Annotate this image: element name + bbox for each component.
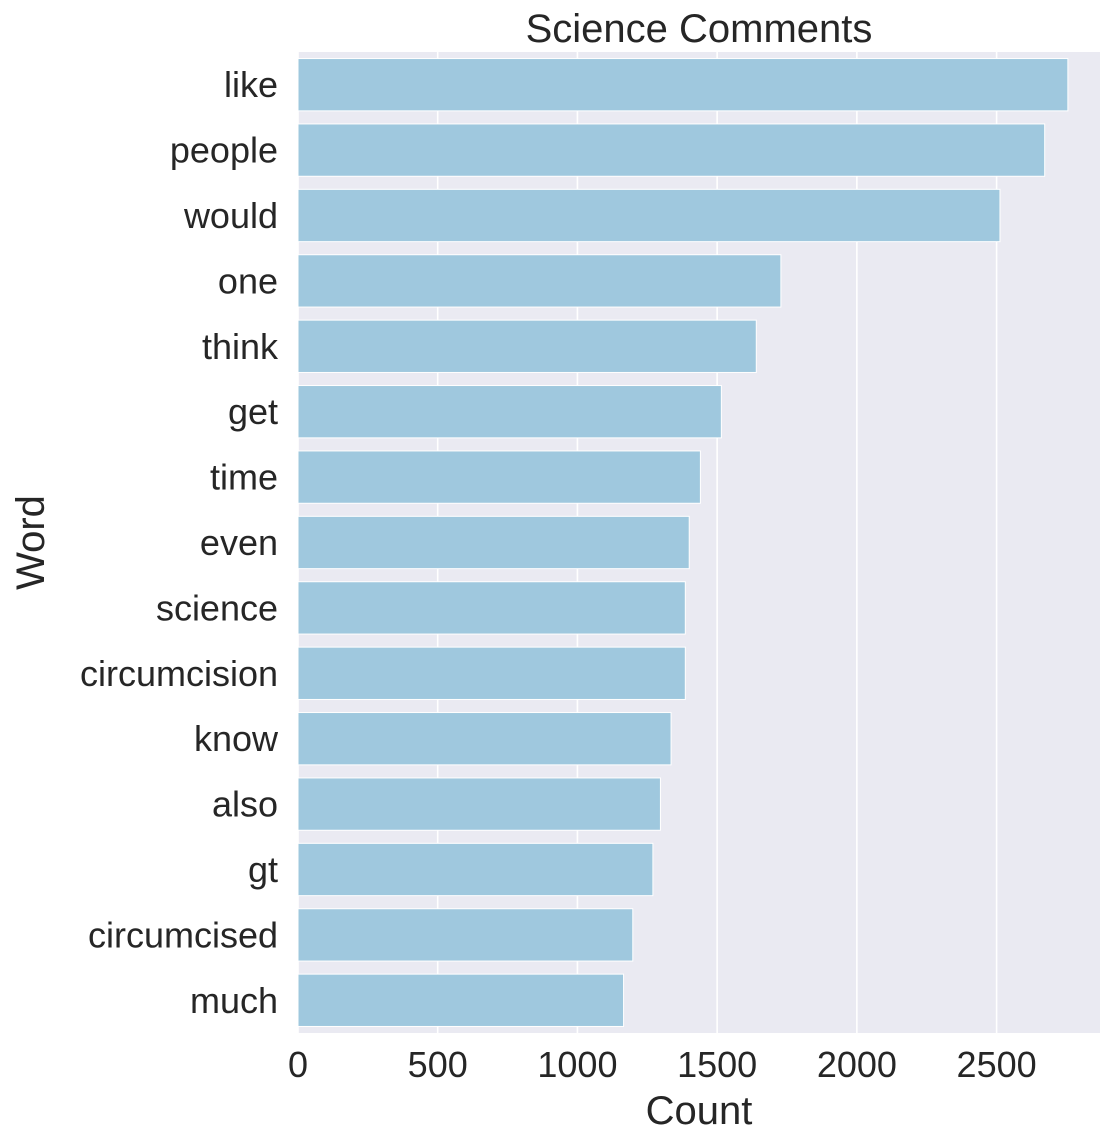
- bar-people: [297, 123, 1046, 177]
- y-tick-label: even: [200, 522, 278, 563]
- y-tick-label: circumcision: [80, 653, 278, 694]
- y-tick-label: would: [183, 195, 278, 236]
- y-tick-label: much: [190, 980, 278, 1021]
- bar-even: [297, 515, 690, 570]
- bar-like: [297, 58, 1069, 112]
- y-tick-label: gt: [248, 849, 278, 890]
- x-tick-labels: 0 500 1000 1500 2000 2500: [288, 1044, 1037, 1085]
- y-tick-label: know: [194, 718, 279, 759]
- bars: [297, 58, 1069, 1027]
- y-tick-label: like: [224, 64, 278, 105]
- y-axis-label: Word: [9, 495, 53, 590]
- bar-time: [297, 450, 701, 504]
- bar-also: [297, 777, 661, 831]
- bar-science: [297, 581, 686, 635]
- bar-much: [297, 973, 625, 1027]
- x-tick-label: 2000: [817, 1044, 897, 1085]
- bar-get: [297, 385, 722, 439]
- x-tick-label: 500: [408, 1044, 468, 1085]
- y-tick-label: circumcised: [88, 914, 278, 955]
- y-tick-label: think: [202, 326, 279, 367]
- chart-title: Science Comments: [526, 7, 873, 51]
- x-axis-label: Count: [646, 1089, 753, 1133]
- bar-know: [297, 712, 672, 766]
- bar-circumcision: [297, 646, 686, 700]
- x-tick-label: 1000: [537, 1044, 617, 1085]
- x-tick-label: 0: [288, 1044, 308, 1085]
- bar-gt: [297, 842, 654, 897]
- y-tick-label: get: [228, 391, 278, 432]
- bar-think: [297, 319, 757, 373]
- y-tick-label: one: [218, 260, 278, 301]
- bar-one: [297, 254, 782, 308]
- y-tick-label: people: [170, 130, 278, 171]
- x-tick-label: 2500: [957, 1044, 1037, 1085]
- y-tick-label: also: [212, 784, 278, 825]
- bar-circumcised: [297, 908, 634, 962]
- y-tick-labels: like people would one think get time even scienc…: [80, 64, 279, 1021]
- y-tick-label: science: [156, 587, 278, 628]
- bar-would: [297, 188, 1001, 243]
- y-tick-label: time: [210, 457, 278, 498]
- x-tick-label: 1500: [677, 1044, 757, 1085]
